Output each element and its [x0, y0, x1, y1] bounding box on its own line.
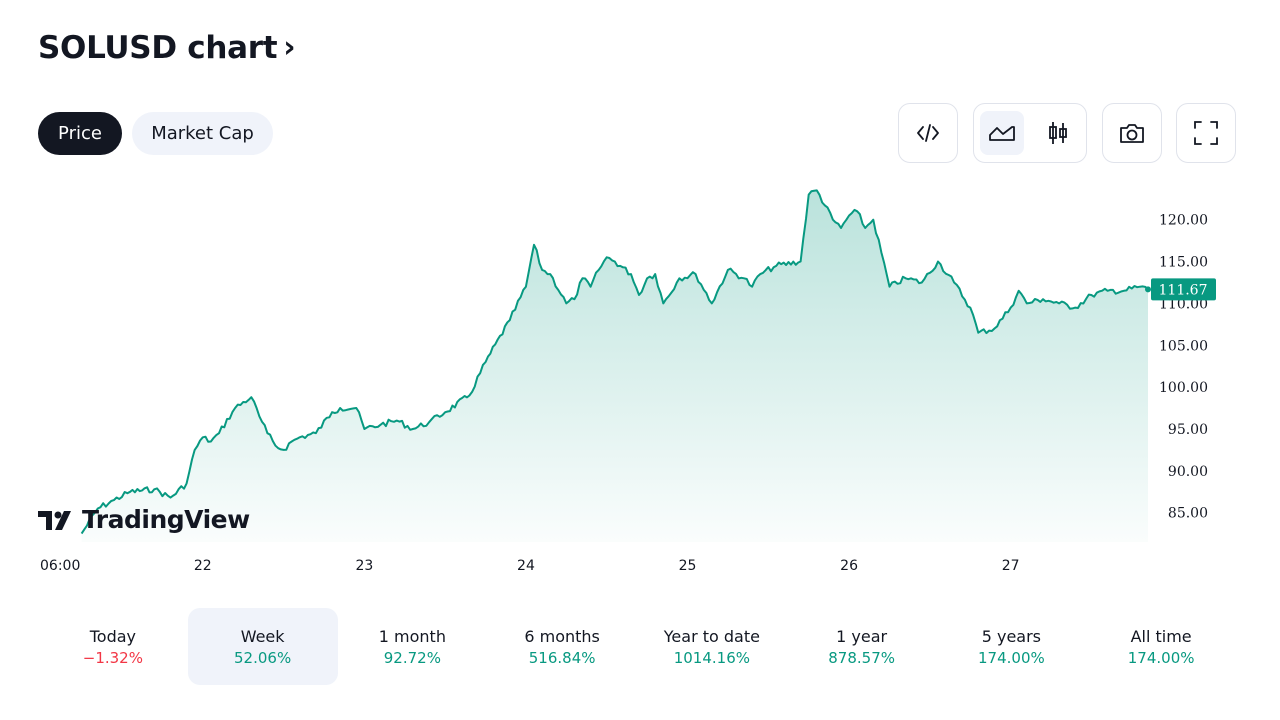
x-axis-tick: 23 — [355, 558, 373, 574]
chart-type-switcher — [973, 103, 1087, 163]
embed-code-icon — [906, 111, 950, 155]
page-title-text: SOLUSD chart — [38, 30, 278, 66]
fullscreen-button[interactable] — [1176, 103, 1236, 163]
period-tab[interactable]: 5 years 174.00% — [937, 608, 1087, 685]
period-tab[interactable]: Today −1.32% — [38, 608, 188, 685]
period-label: 1 year — [836, 626, 888, 646]
tradingview-logo-icon — [38, 510, 71, 530]
tab-price[interactable]: Price — [38, 112, 122, 155]
period-selector: Today −1.32% Week 52.06% 1 month 92.72% 6 mont… — [38, 608, 1236, 685]
period-change: 516.84% — [528, 648, 596, 667]
period-label: 5 years — [981, 626, 1042, 646]
camera-icon — [1110, 111, 1154, 155]
period-change: −1.32% — [82, 648, 143, 667]
period-tab[interactable]: Week 52.06% — [187, 608, 338, 685]
period-label: 1 month — [378, 626, 446, 646]
period-label: Today — [89, 626, 137, 646]
price-line — [80, 189, 1149, 535]
period-change: 878.57% — [828, 648, 895, 667]
period-change: 52.06% — [234, 648, 292, 667]
y-axis-tick: 95.00 — [1168, 422, 1208, 438]
period-label: All time — [1130, 626, 1192, 646]
last-price-label: 111.67 — [1159, 282, 1208, 298]
y-axis-tick: 120.00 — [1159, 213, 1208, 229]
x-axis-tick: 27 — [1002, 558, 1020, 574]
y-axis-tick: 115.00 — [1159, 255, 1208, 271]
fullscreen-icon — [1184, 111, 1228, 155]
period-label: 6 months — [524, 626, 600, 646]
x-axis-tick: 26 — [840, 558, 858, 574]
last-price-badge — [1151, 278, 1216, 301]
chevron-right-icon: › — [283, 29, 296, 65]
last-price-dot — [1145, 286, 1151, 293]
period-tab[interactable]: 6 months 516.84% — [487, 608, 637, 685]
period-tab[interactable]: Year to date 1014.16% — [637, 608, 787, 685]
tab-market-cap[interactable]: Market Cap — [132, 112, 273, 155]
period-tab[interactable]: 1 month 92.72% — [338, 608, 488, 685]
x-axis-tick: 25 — [679, 558, 697, 574]
tradingview-logo[interactable]: TradingView — [38, 505, 250, 534]
tradingview-logo-text: TradingView — [82, 505, 250, 534]
price-chart[interactable]: 85.0090.0095.00100.00105.00110.00115.001… — [0, 170, 1280, 590]
period-label: Year to date — [663, 626, 760, 646]
x-axis-tick: 24 — [517, 558, 535, 574]
x-axis-tick: 06:00 — [40, 558, 80, 574]
y-axis-tick: 85.00 — [1168, 506, 1208, 522]
price-area — [81, 190, 1149, 542]
period-tab[interactable]: 1 year 878.57% — [787, 608, 937, 685]
screenshot-button[interactable] — [1102, 103, 1162, 163]
period-change: 92.72% — [383, 648, 441, 667]
x-axis-tick: 22 — [194, 558, 212, 574]
area-chart-icon[interactable] — [980, 111, 1024, 155]
period-change: 1014.16% — [673, 648, 751, 667]
y-axis-tick: 100.00 — [1159, 380, 1208, 396]
page-title[interactable]: SOLUSD chart › — [38, 29, 296, 67]
period-change: 174.00% — [1127, 648, 1195, 667]
candlestick-chart-icon[interactable] — [1036, 111, 1080, 155]
y-axis-tick: 105.00 — [1159, 338, 1208, 354]
y-axis-tick: 90.00 — [1168, 464, 1208, 480]
period-tab[interactable]: All time 174.00% — [1086, 608, 1236, 685]
period-change: 174.00% — [978, 648, 1045, 667]
period-label: Week — [240, 626, 285, 646]
embed-button[interactable] — [898, 103, 958, 163]
